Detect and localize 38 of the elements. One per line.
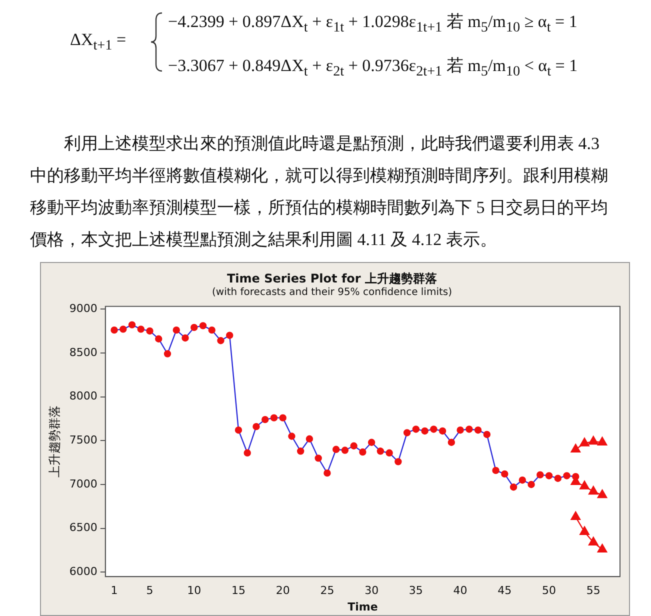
point bbox=[580, 480, 590, 490]
x-tick-label: 40 bbox=[453, 584, 468, 598]
point bbox=[588, 436, 598, 445]
x-tick-label: 55 bbox=[586, 584, 600, 598]
x-tick-label: 1 bbox=[110, 584, 118, 598]
x-tick-label: 45 bbox=[498, 584, 512, 598]
y-tick-label: 9000 bbox=[69, 302, 98, 315]
x-tick-label: 50 bbox=[542, 584, 556, 598]
y-tick-label: 8000 bbox=[69, 390, 98, 403]
y-tick-label: 7500 bbox=[69, 433, 98, 446]
point bbox=[580, 526, 590, 535]
y-axis-title: 上升趨勢群落 bbox=[47, 406, 62, 478]
chart-subtitle: (with forecasts and their 95% confidence limits) bbox=[212, 286, 452, 298]
point bbox=[588, 486, 598, 495]
point bbox=[588, 536, 598, 546]
x-tick-label: 25 bbox=[320, 584, 334, 598]
text: ΔX$_{t+1}$ = bbox=[70, 30, 126, 54]
point bbox=[597, 544, 608, 553]
y-tick-label: 7000 bbox=[69, 477, 98, 490]
text: 利用上述模型求出來的預測值此時還是點預測，此時我們還要利用表 4.3 中的移動平均半徑將數值模糊化，就可以得到模糊預測時間序列。跟利用模糊移動平均波動率預測模型一樣，所預估的模糊時間數列為下 5 日交易日的平均價格，本文把上述模型點預測之結果利用圖 4.11 及 4.12 表示。 bbox=[30, 133, 609, 251]
text: −3.3067 + 0.849ΔX$_{t}$ + ε$_{2t}$ + 0.9736ε$_{2t+1}$ 若 m$_{5}$/m$_{10}$ < α$_{t}$ = 1 bbox=[168, 56, 578, 80]
y-tick-label: 8500 bbox=[69, 346, 98, 359]
x-tick-label: 10 bbox=[187, 584, 202, 598]
y-tick-label: 6500 bbox=[69, 521, 98, 534]
x-tick-label: 15 bbox=[231, 584, 246, 598]
y-tick-label: 6000 bbox=[69, 565, 98, 578]
x-tick-label: 20 bbox=[276, 584, 290, 598]
chart-title: Time Series Plot for 上升趨勢群落 bbox=[226, 271, 438, 286]
point bbox=[597, 436, 608, 446]
point bbox=[580, 438, 590, 446]
point bbox=[597, 489, 608, 498]
text: −4.2399 + 0.897ΔX$_{t}$ + ε$_{1t}$ + 1.0298ε$_{1t+1}$ 若 m$_{5}$/m$_{10}$ ≥ α$_{t}$ = 1 bbox=[168, 12, 578, 36]
point bbox=[570, 444, 581, 452]
point bbox=[570, 511, 581, 520]
x-axis-title: Time bbox=[348, 600, 378, 614]
x-tick-label: 30 bbox=[364, 584, 379, 598]
x-tick-label: 5 bbox=[146, 584, 154, 598]
x-tick-label: 35 bbox=[408, 584, 423, 598]
